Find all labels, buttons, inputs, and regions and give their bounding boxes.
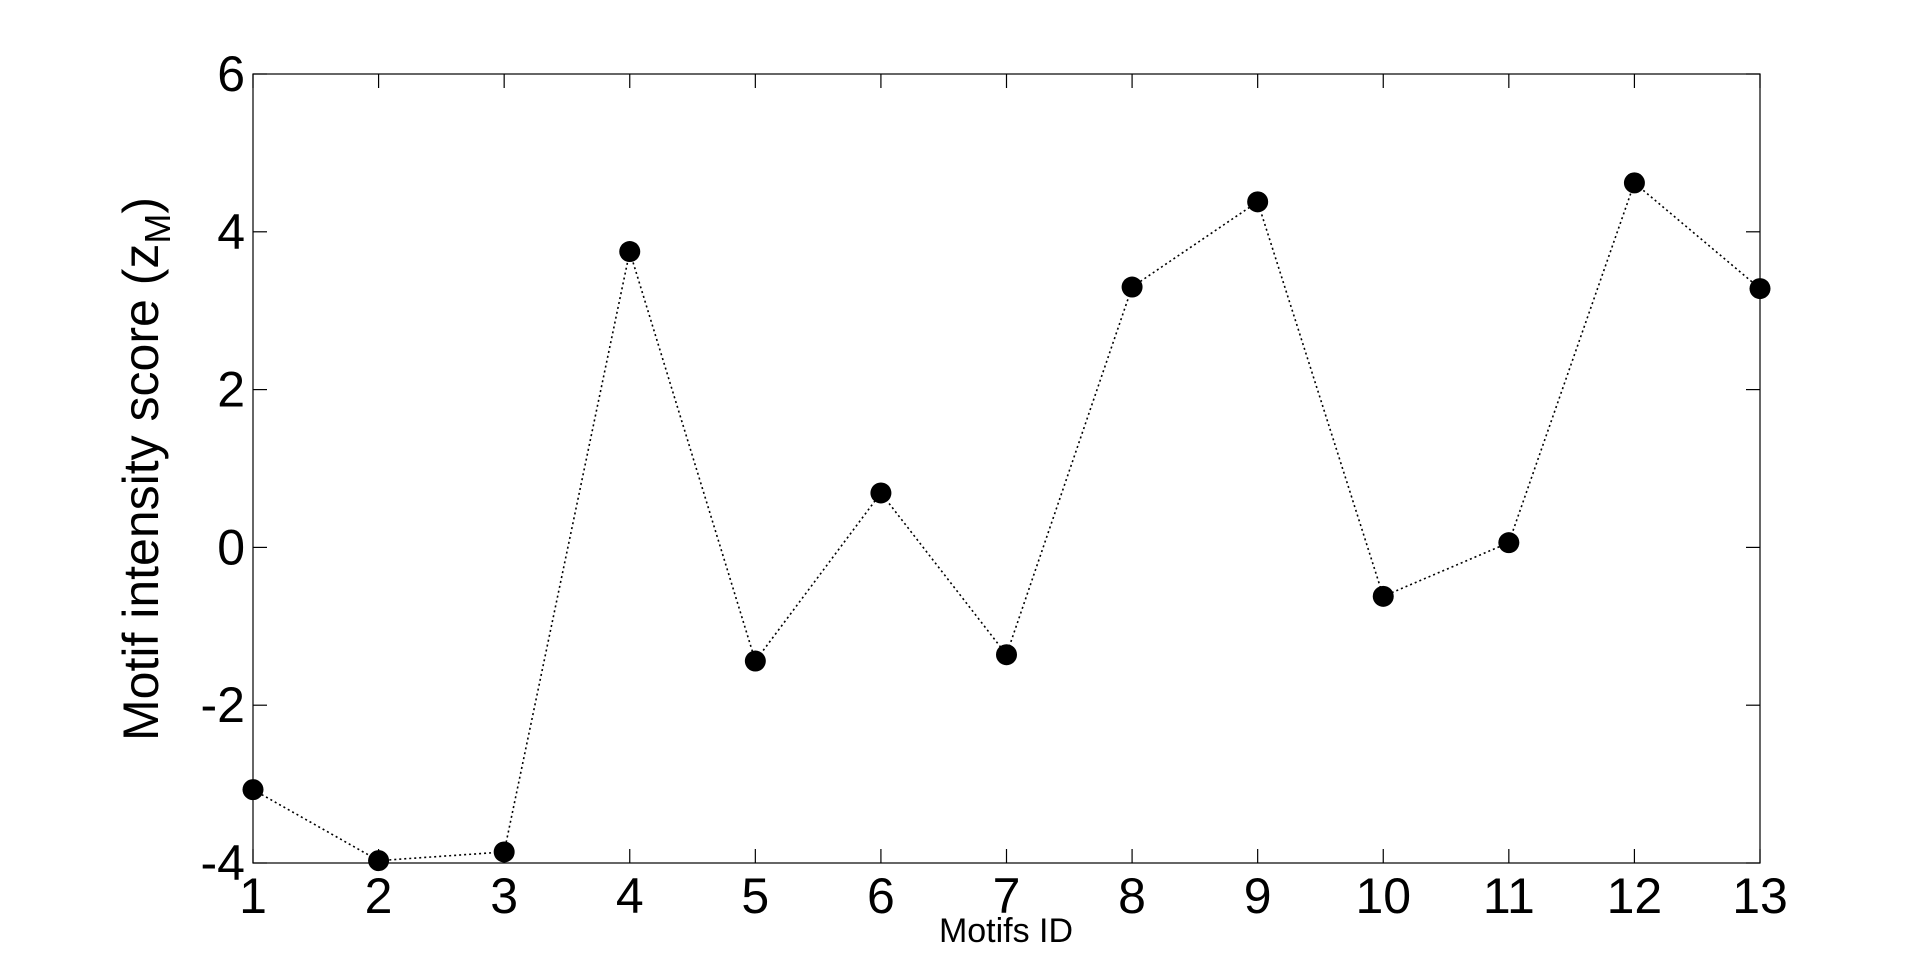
data-point — [1121, 276, 1143, 298]
x-tick-label: 6 — [867, 868, 895, 924]
data-point — [744, 650, 766, 672]
x-tick-label: 1 — [239, 868, 267, 924]
x-tick-label: 9 — [1244, 868, 1272, 924]
data-point — [1749, 278, 1771, 300]
data-point — [493, 841, 515, 863]
x-tick-label: 2 — [365, 868, 393, 924]
data-point — [1623, 172, 1645, 194]
data-point — [619, 241, 641, 263]
x-tick-label: 7 — [993, 868, 1021, 924]
x-tick-label: 13 — [1732, 868, 1788, 924]
y-tick-label: 2 — [217, 362, 245, 418]
data-point — [242, 779, 264, 801]
data-point — [1498, 532, 1520, 554]
y-axis-title-text: Motif intensity score (z — [113, 244, 169, 741]
data-point — [1247, 191, 1269, 213]
data-point — [996, 644, 1017, 666]
x-tick-label: 4 — [616, 868, 644, 924]
y-tick-label: 4 — [217, 204, 245, 260]
y-tick-label: -2 — [201, 677, 245, 733]
x-tick-label: 3 — [490, 868, 518, 924]
x-tick-label: 10 — [1355, 868, 1411, 924]
y-axis-title-subscript: M — [137, 214, 178, 244]
data-point — [368, 850, 390, 872]
x-axis-title: Motifs ID — [939, 912, 1073, 950]
x-tick-label: 5 — [741, 868, 769, 924]
y-tick-label: 6 — [217, 46, 245, 102]
x-tick-label: 11 — [1483, 868, 1535, 924]
y-tick-label: 0 — [217, 519, 245, 575]
data-point — [870, 482, 892, 504]
y-axis-title-suffix: ) — [113, 197, 169, 214]
y-axis-title: Motif intensity score (zM) — [113, 197, 178, 741]
series-line — [252, 181, 1761, 862]
x-tick-label: 8 — [1118, 868, 1146, 924]
x-tick-label: 12 — [1607, 868, 1663, 924]
y-tick-label: -4 — [201, 835, 245, 891]
data-point — [1372, 585, 1394, 607]
